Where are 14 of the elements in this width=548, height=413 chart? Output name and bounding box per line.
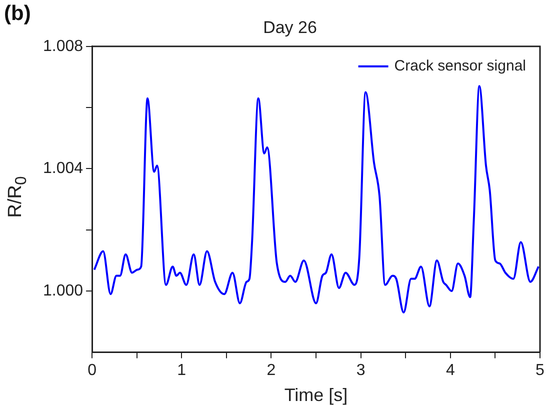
y-tick-label: 1.004 [42,160,84,178]
x-axis-title: Time [s] [284,385,348,406]
text: (b) [4,2,31,26]
line-series [93,85,540,314]
x-tick-label: 2 [266,362,276,380]
chart-title: Day 26 [263,18,317,37]
x-tick-label: 4 [446,362,455,380]
y-tick-label: 1.008 [42,38,84,55]
y-tick-label: 1.000 [42,282,84,300]
x-tick-label: 5 [536,362,545,380]
legend-label: Crack sensor signal [394,58,526,75]
x-tick-label: 1 [177,362,186,380]
x-tick-label: 0 [88,362,97,380]
x-tick-label: 3 [356,362,366,380]
